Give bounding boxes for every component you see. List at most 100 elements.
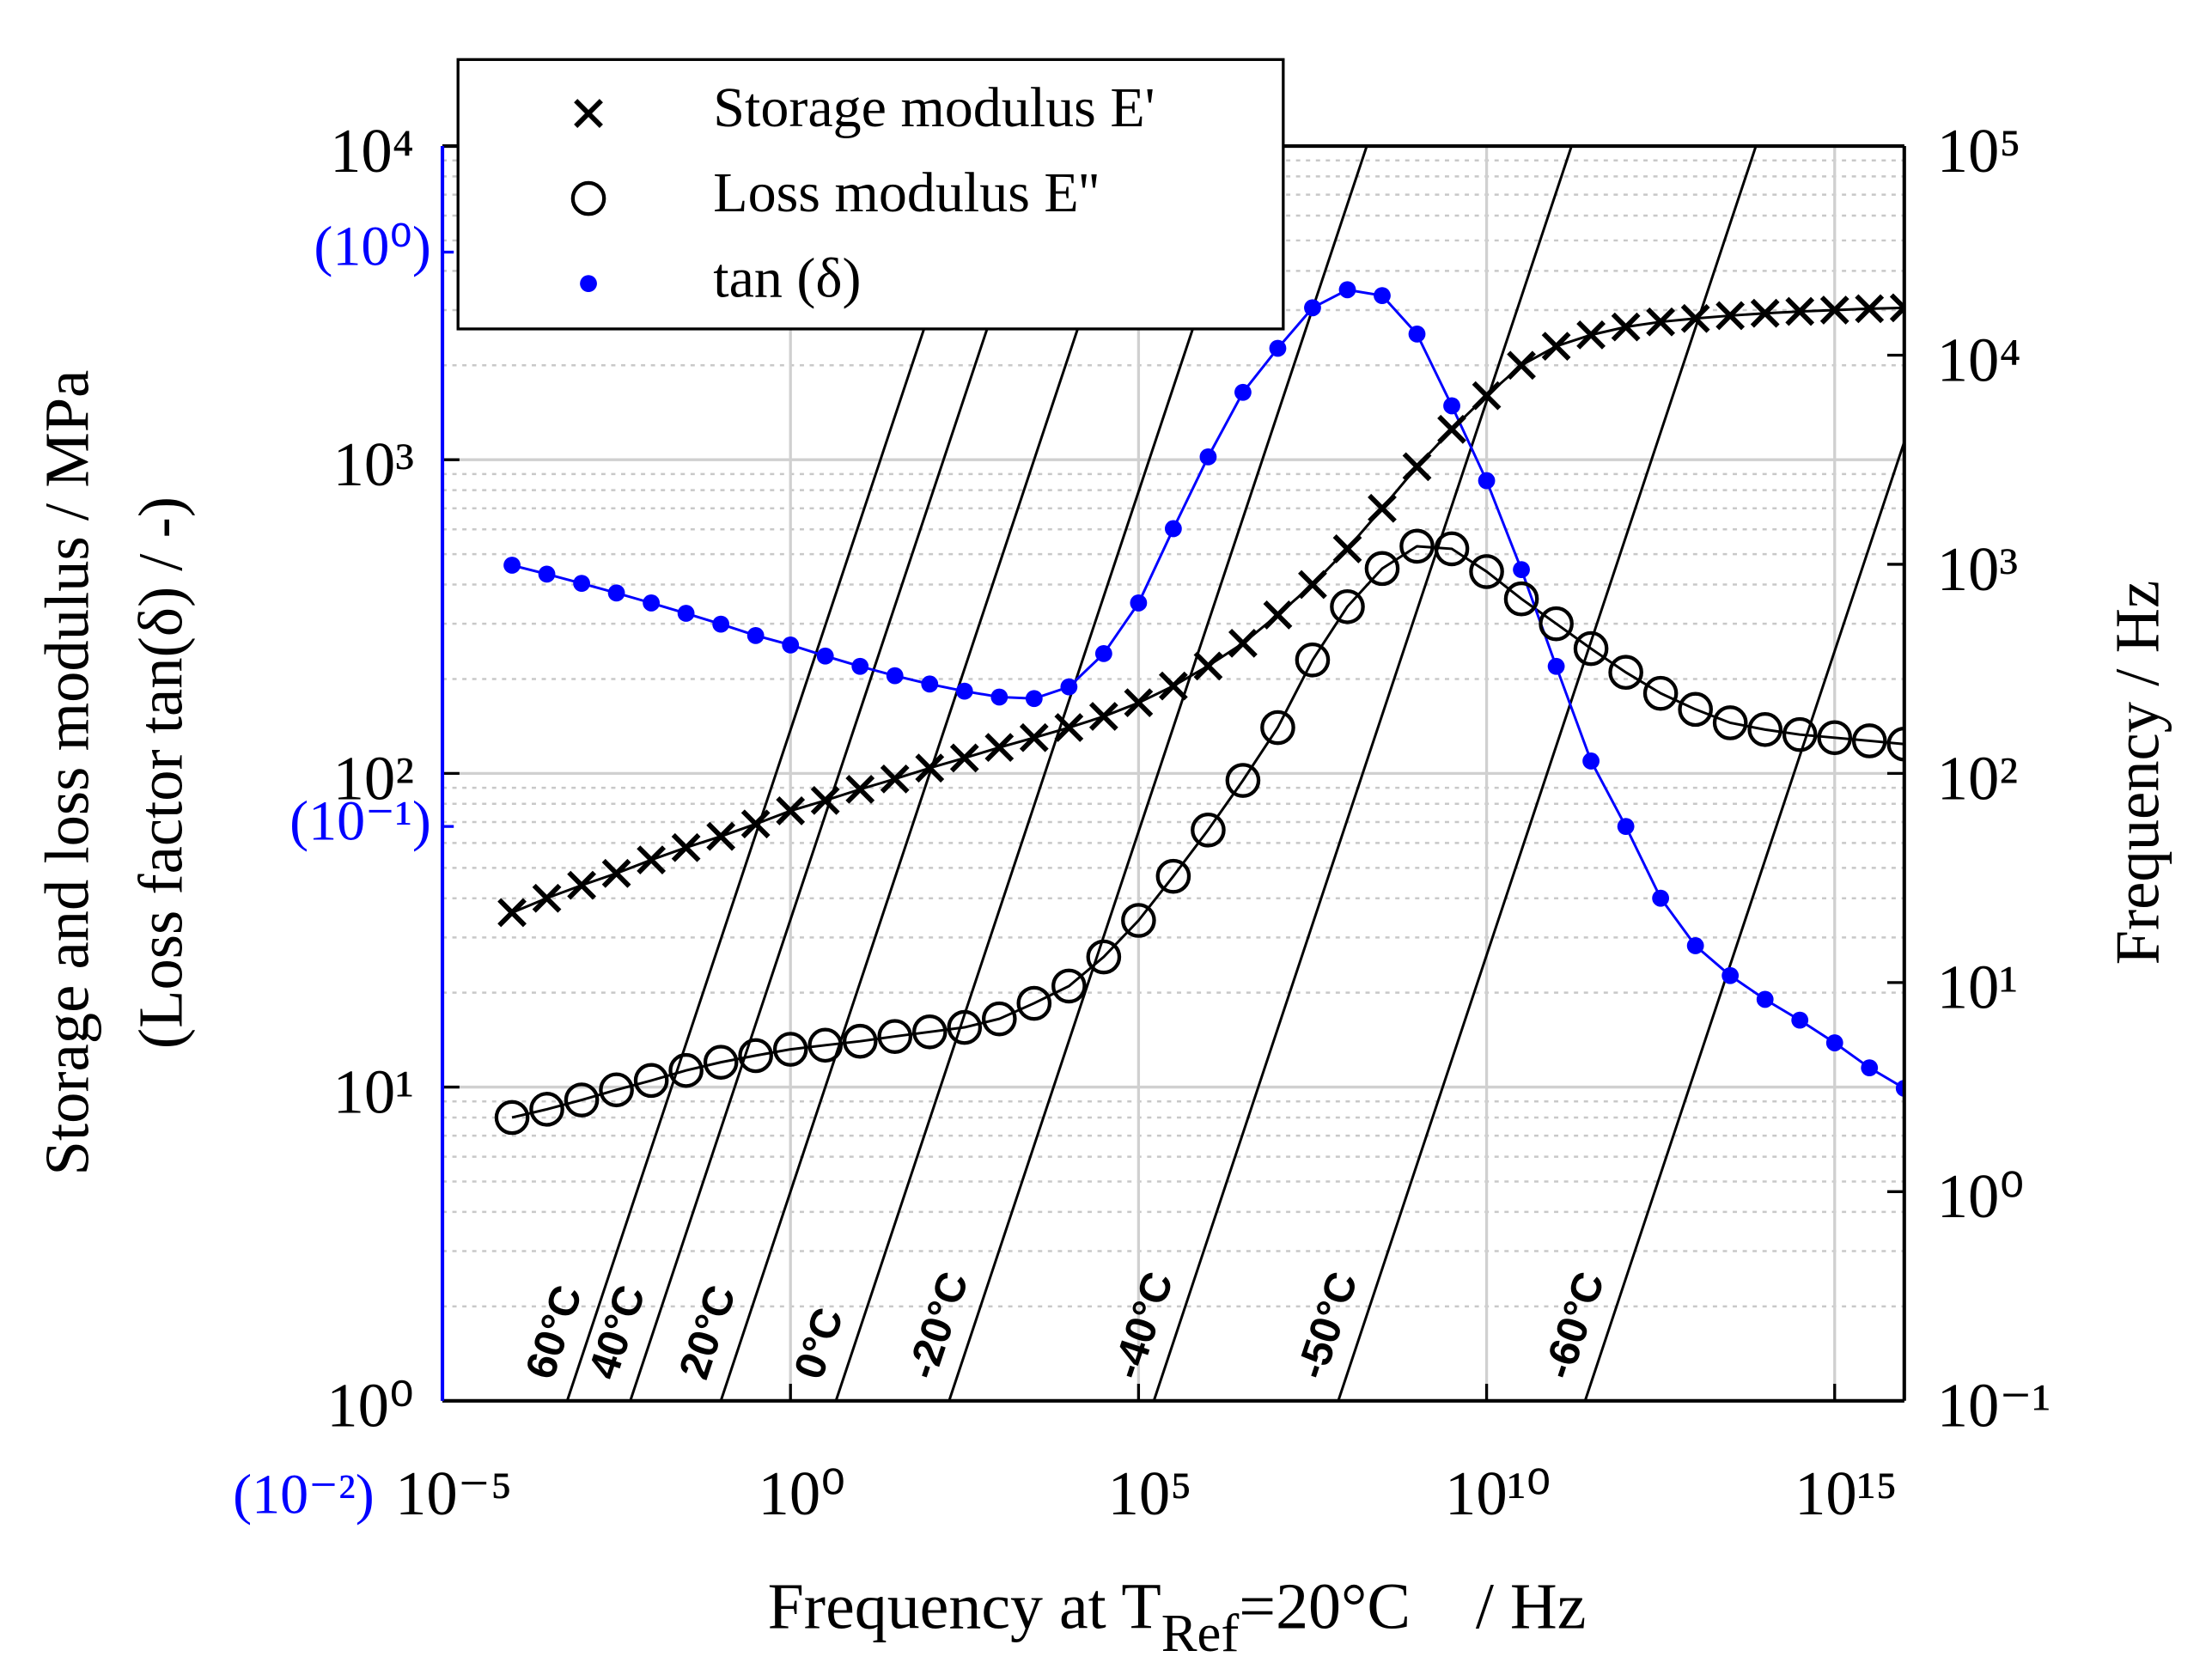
legend-marker xyxy=(574,99,603,128)
point xyxy=(947,1009,983,1045)
point-cross xyxy=(1576,320,1606,350)
point xyxy=(1225,763,1261,798)
point xyxy=(1478,472,1496,490)
point xyxy=(1269,339,1287,357)
point xyxy=(1408,325,1426,343)
point xyxy=(1016,985,1052,1021)
x-tick-label: 10⁻⁵ xyxy=(395,1459,512,1528)
y2-tick-label: 10² xyxy=(1937,743,2018,813)
point xyxy=(1617,818,1635,836)
point xyxy=(1825,1034,1843,1051)
legend-label: Storage modulus E' xyxy=(713,76,1155,139)
y2-tick-label: 10¹ xyxy=(1937,953,2018,1022)
point xyxy=(1368,493,1397,523)
x-axis-label-main: Frequency at T xyxy=(768,1571,1161,1643)
point xyxy=(677,605,695,622)
point xyxy=(1889,293,1904,323)
y-axis-label: Storage and loss modulus / MPa xyxy=(33,370,102,1176)
point xyxy=(1437,414,1466,444)
point xyxy=(1155,858,1191,894)
point xyxy=(1747,712,1783,747)
point-cross xyxy=(1715,301,1746,331)
point xyxy=(807,1027,844,1063)
y2-tick-label: 10³ xyxy=(1937,534,2018,604)
legend-label: tan (δ) xyxy=(713,247,861,309)
point-cross xyxy=(1472,381,1502,411)
point xyxy=(955,682,973,700)
point xyxy=(984,733,1015,763)
point xyxy=(1750,298,1780,328)
point xyxy=(1298,570,1327,600)
point xyxy=(1130,594,1148,612)
point-cross xyxy=(1332,534,1362,563)
point xyxy=(851,657,869,675)
point xyxy=(668,1052,704,1088)
point xyxy=(982,1001,1017,1037)
point xyxy=(503,557,521,574)
legend-marker xyxy=(570,180,606,216)
y-tick-label: 10³ xyxy=(333,429,414,499)
point xyxy=(529,1092,564,1127)
point xyxy=(538,565,556,583)
point xyxy=(703,1045,739,1080)
point xyxy=(1304,299,1321,317)
point-cross xyxy=(706,821,736,851)
point xyxy=(633,1063,669,1099)
point xyxy=(601,858,631,888)
point xyxy=(915,753,945,783)
point xyxy=(776,796,806,825)
point xyxy=(1861,1059,1879,1077)
point xyxy=(1019,722,1049,752)
point xyxy=(1541,332,1571,362)
point xyxy=(1193,651,1223,681)
point xyxy=(1503,581,1539,617)
point-cross xyxy=(776,796,806,825)
point xyxy=(1260,710,1295,746)
point xyxy=(1086,939,1122,975)
point xyxy=(1434,531,1470,567)
point xyxy=(810,785,840,815)
point-cross xyxy=(1402,452,1432,482)
point xyxy=(1364,551,1400,587)
point-cross xyxy=(1158,671,1188,701)
point xyxy=(842,1023,878,1059)
point xyxy=(671,832,701,862)
isotherm-line xyxy=(1337,146,1758,1401)
legend-label: Loss modulus E'' xyxy=(713,161,1099,224)
point xyxy=(567,870,596,900)
point xyxy=(1895,1080,1904,1097)
point xyxy=(1513,561,1530,579)
point xyxy=(1782,716,1818,752)
x-tick-label: 10¹⁰ xyxy=(1445,1459,1551,1528)
point xyxy=(740,809,771,839)
isotherm-line xyxy=(719,146,1140,1401)
point xyxy=(1819,295,1849,325)
point-cross xyxy=(1750,298,1780,328)
x-tick-label: 10¹⁵ xyxy=(1795,1459,1898,1528)
point xyxy=(1338,281,1356,299)
point xyxy=(1402,452,1432,482)
y2-tick-label: 10⁰ xyxy=(1937,1161,2025,1231)
point-cross xyxy=(1263,600,1293,630)
point xyxy=(599,1072,634,1108)
legend-item: tan (δ) xyxy=(580,247,862,309)
y2-axis-label: Frequency / Hz xyxy=(2102,581,2172,965)
y2-tick-label: 10⁻¹ xyxy=(1937,1371,2051,1440)
point-cross xyxy=(1855,294,1885,324)
point xyxy=(880,764,910,794)
point-cross xyxy=(1680,303,1710,333)
point xyxy=(1576,320,1606,350)
point xyxy=(643,594,661,612)
point xyxy=(532,883,562,913)
legend-item: Storage modulus E' xyxy=(574,76,1155,139)
point-cross xyxy=(1437,414,1466,444)
point xyxy=(1680,303,1710,333)
point xyxy=(573,575,591,593)
point xyxy=(1330,588,1365,624)
point xyxy=(1332,534,1362,563)
point xyxy=(990,688,1009,706)
x-axis-label-sub: Ref xyxy=(1161,1603,1240,1663)
point-cross xyxy=(1193,651,1223,681)
point-cross xyxy=(1054,713,1084,742)
